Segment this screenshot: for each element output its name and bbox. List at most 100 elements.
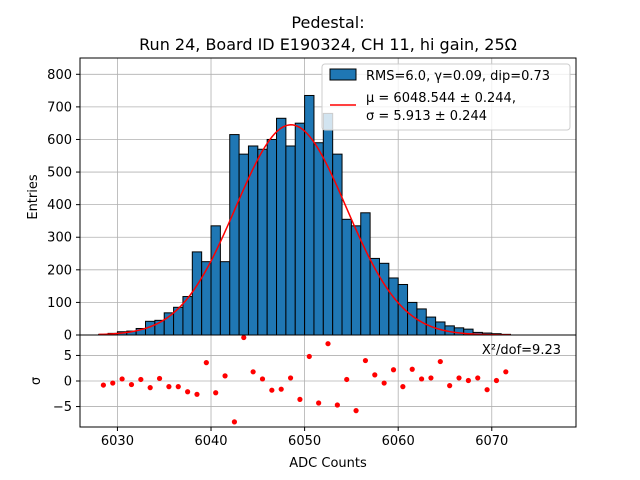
histogram-bar <box>229 134 240 336</box>
residual-points <box>100 334 509 425</box>
residual-point <box>147 385 153 391</box>
histogram-panel: 0 100 200 300 400 500 600 700 800 Entries RMS=6.… <box>26 57 577 344</box>
residual-point <box>156 375 163 382</box>
y-tick-label-bottom: −5 <box>53 400 72 415</box>
residual-point <box>325 341 331 347</box>
residual-y-label: σ <box>29 377 44 385</box>
histogram-bar <box>313 142 324 336</box>
x-axis-label: ADC Counts <box>289 456 367 471</box>
residual-grid <box>80 335 576 427</box>
histogram-bar <box>276 117 287 336</box>
legend-bar-label: RMS=6.0, γ=0.09, dip=0.73 <box>366 69 550 84</box>
residual-point <box>372 372 378 378</box>
histogram-bar <box>191 251 203 336</box>
legend-bar-swatch <box>329 68 357 81</box>
histogram-bar <box>350 225 362 336</box>
histogram-bar <box>388 277 399 336</box>
residual-point <box>250 369 256 375</box>
histogram-bar <box>210 225 221 336</box>
y-tick-label-top: 200 <box>47 263 72 278</box>
histogram-bar <box>257 148 268 336</box>
residual-point <box>297 396 303 402</box>
residual-point <box>344 376 350 383</box>
x-tick-label: 6050 <box>288 434 321 449</box>
residual-point <box>316 400 322 406</box>
y-tick-label-bottom: 5 <box>64 349 72 364</box>
histogram-y-ticks: 0 100 200 300 400 500 600 700 800 <box>47 68 80 344</box>
residual-point <box>362 357 369 364</box>
legend-fit-label-line2: σ = 5.913 ± 0.244 <box>366 109 487 124</box>
residual-point <box>222 373 228 379</box>
histogram-bar <box>378 262 390 336</box>
residual-point <box>203 360 209 366</box>
histogram-bar <box>369 257 380 336</box>
residual-point <box>428 375 434 381</box>
residual-point <box>110 380 116 386</box>
chart-title-line2: Run 24, Board ID E190324, CH 11, hi gain… <box>139 35 517 54</box>
residual-point <box>409 366 415 372</box>
x-tick-label: 6040 <box>194 434 227 449</box>
residual-point <box>128 381 135 388</box>
x-tick-label: 6030 <box>101 434 134 449</box>
residual-point <box>306 353 312 360</box>
histogram-bar <box>294 122 306 336</box>
residual-point <box>456 375 462 381</box>
gaussian-fit-curve <box>98 124 511 336</box>
legend: RMS=6.0, γ=0.09, dip=0.73 μ = 6048.544 ±… <box>321 63 571 131</box>
histogram-bar <box>360 212 371 336</box>
histogram-bar <box>266 138 278 336</box>
residual-point <box>278 386 284 392</box>
residual-point <box>166 384 172 390</box>
residual-point <box>138 376 144 383</box>
histogram-bar <box>322 112 334 336</box>
chart-title-line1: Pedestal: <box>291 13 364 32</box>
residual-point <box>437 358 443 365</box>
y-tick-label-top: 0 <box>64 329 72 344</box>
y-tick-label-bottom: 0 <box>64 375 72 390</box>
residual-point <box>185 389 191 395</box>
residual-point <box>269 387 275 393</box>
residual-point <box>213 390 219 396</box>
histogram-bar <box>341 218 352 336</box>
y-tick-label-top: 500 <box>47 166 72 181</box>
residual-x-ticks: 6030 6040 6050 6060 6070 <box>101 427 508 449</box>
residual-point <box>447 383 453 389</box>
histogram-bar <box>219 261 231 336</box>
y-tick-label-top: 400 <box>47 198 72 213</box>
residual-point <box>381 380 387 386</box>
residual-point <box>334 402 340 408</box>
residual-point <box>418 376 425 382</box>
legend-box <box>321 63 571 131</box>
residual-point <box>287 375 294 381</box>
residual-y-ticks: 5 0 −5 <box>53 349 80 415</box>
histogram-bar <box>201 261 212 336</box>
residual-point <box>390 367 397 373</box>
residual-point <box>231 419 238 425</box>
residual-point <box>119 376 125 382</box>
y-tick-label-top: 800 <box>47 68 72 83</box>
residual-point <box>475 375 481 381</box>
residual-point <box>484 387 490 393</box>
y-tick-label-top: 700 <box>47 100 72 115</box>
residual-point <box>175 384 181 390</box>
residual-point <box>503 369 509 375</box>
residual-point <box>194 391 200 397</box>
residual-point <box>493 377 500 384</box>
residual-point <box>100 382 106 388</box>
residual-point <box>353 408 359 414</box>
y-tick-label-top: 600 <box>47 133 72 148</box>
x-tick-label: 6070 <box>475 434 508 449</box>
x-tick-label: 6060 <box>382 434 415 449</box>
residual-frame <box>79 334 577 428</box>
residual-panel: 50−5 6030 6040 6050 6060 6070 σ X²/dof=9.23 … <box>29 334 577 471</box>
chi2-annotation: X²/dof=9.23 <box>482 343 561 358</box>
histogram-bar <box>285 145 296 336</box>
histogram-bar <box>304 94 315 336</box>
histogram-bar <box>397 283 409 336</box>
residual-point <box>465 377 471 384</box>
residual-point <box>259 376 266 382</box>
residual-point <box>241 334 247 341</box>
y-tick-label-top: 300 <box>47 231 72 246</box>
histogram-y-label: Entries <box>26 174 41 220</box>
